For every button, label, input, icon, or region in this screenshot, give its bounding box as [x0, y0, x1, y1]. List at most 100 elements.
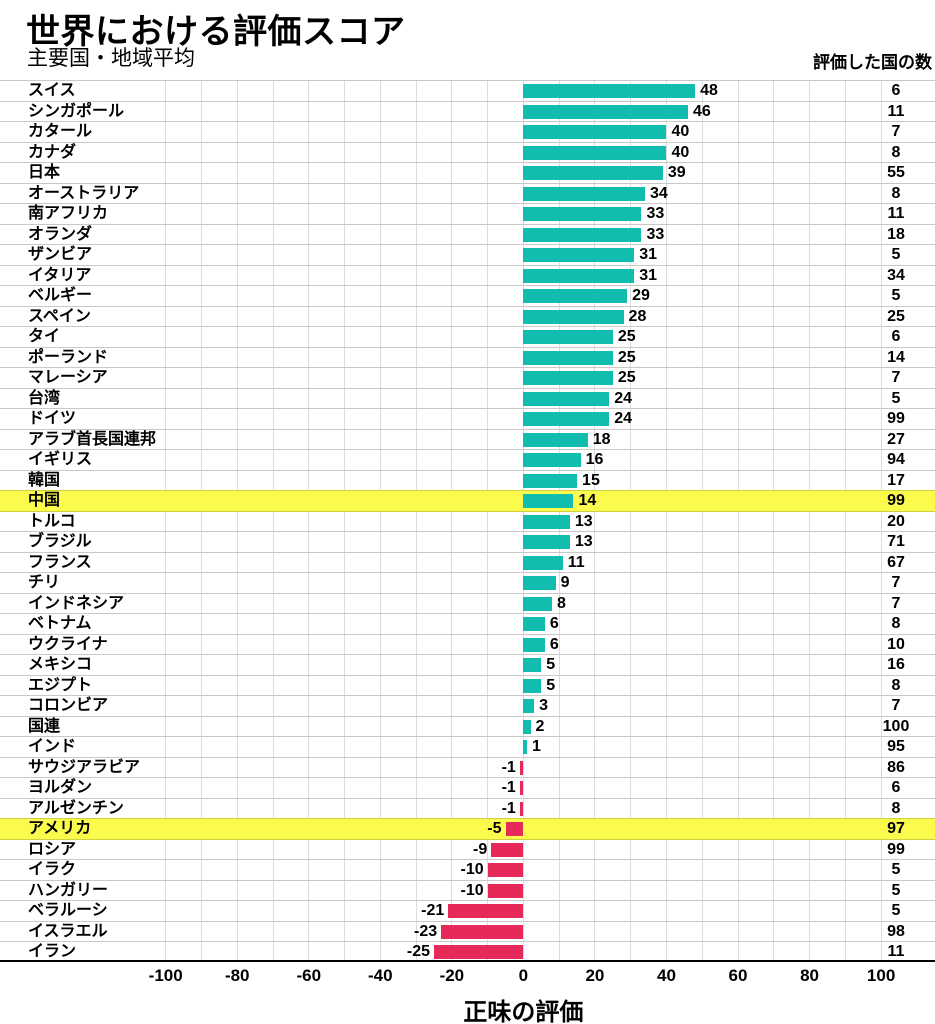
chart-row: マレーシア 25 7	[0, 367, 935, 388]
country-label: コロンビア	[28, 697, 109, 714]
bar-value-label: -9	[472, 840, 488, 858]
country-label: オランダ	[28, 225, 93, 243]
bar-value-label: 5	[546, 676, 556, 694]
chart-row: ヨルダン -1 6	[0, 777, 935, 798]
x-tick-label: -100	[148, 966, 183, 985]
country-label: ドイツ	[28, 410, 77, 427]
bar-value-label: 3	[539, 697, 549, 714]
rated-count: 97	[887, 820, 905, 837]
rated-count: 86	[887, 758, 905, 776]
rated-count: 34	[887, 266, 905, 284]
rated-count: 7	[891, 369, 901, 386]
chart-row: シンガポール 46 11	[0, 100, 935, 122]
bar	[523, 658, 542, 672]
gridline	[308, 80, 310, 962]
chart-row: アルゼンチン -1 8	[0, 797, 935, 819]
chart-row: エジプト 5 8	[0, 674, 935, 696]
rated-count: 16	[887, 656, 905, 673]
gridline	[809, 80, 811, 962]
rated-count: 94	[887, 451, 905, 468]
bar	[523, 617, 545, 631]
bar-value-label: -25	[406, 943, 430, 960]
bar	[523, 84, 696, 98]
gridline	[737, 80, 739, 962]
chart-row: チリ 9 7	[0, 572, 935, 593]
country-label: ハンガリー	[28, 881, 109, 899]
country-label: ベルギー	[28, 287, 93, 304]
country-label: イラク	[28, 861, 77, 878]
country-label: カタール	[28, 123, 93, 140]
gridline	[630, 80, 632, 962]
bar	[523, 555, 563, 570]
rated-count: 5	[891, 389, 901, 407]
bar	[519, 801, 524, 816]
bar	[519, 760, 524, 775]
bar-value-label: 40	[671, 143, 690, 161]
chart-row: 国連 2 100	[0, 715, 935, 737]
bar	[523, 514, 570, 529]
bar	[487, 883, 524, 898]
bar-value-label: -10	[460, 861, 484, 878]
chart-row: ベルギー 29 5	[0, 285, 935, 306]
x-tick-label: 0	[518, 966, 529, 985]
country-label: アメリカ	[28, 820, 92, 837]
bar	[523, 350, 613, 365]
chart-row: タイ 25 6	[0, 326, 935, 347]
chart-row: ザンビア 31 5	[0, 244, 935, 265]
bar	[441, 924, 524, 939]
gridline	[200, 80, 202, 962]
chart-row: アメリカ -5 97	[0, 818, 935, 839]
rated-count: 7	[891, 594, 901, 612]
bar	[433, 945, 524, 959]
chart-row: 韓国 15 17	[0, 469, 935, 491]
x-tick-label: -60	[296, 966, 322, 985]
rated-count: 8	[891, 615, 901, 632]
bar	[523, 104, 688, 119]
bar	[523, 330, 613, 344]
rated-count: 99	[887, 410, 905, 427]
chart-row: ドイツ 24 99	[0, 408, 935, 429]
rated-count: 18	[887, 225, 905, 243]
bar-value-label: 33	[646, 225, 665, 243]
rated-count: 95	[887, 738, 905, 755]
bar-value-label: 25	[617, 348, 636, 366]
country-label: ウクライナ	[28, 635, 108, 653]
gridline	[415, 80, 417, 962]
rated-count: 6	[891, 779, 901, 796]
bar-value-label: 29	[632, 287, 650, 304]
rated-count: 25	[887, 307, 905, 325]
country-label: 国連	[28, 717, 61, 735]
rated-count: 5	[891, 287, 901, 304]
bar-value-label: 13	[574, 512, 593, 530]
rated-count: 10	[887, 635, 905, 653]
rated-count: 7	[891, 697, 901, 714]
rated-count: 8	[891, 799, 901, 817]
x-tick-label: -40	[368, 966, 393, 985]
bar	[523, 248, 635, 262]
bar-value-label: 25	[617, 369, 636, 386]
gridline	[272, 80, 274, 962]
country-label: アラブ首長国連邦	[28, 430, 157, 448]
bar-value-label: -5	[487, 820, 502, 837]
bar	[523, 371, 613, 385]
chart-row: ロシア -9 99	[0, 838, 935, 860]
bar-value-label: 24	[614, 389, 633, 407]
bar	[523, 207, 642, 221]
country-label: ポーランド	[28, 348, 109, 366]
country-label: イスラエル	[28, 922, 108, 940]
country-label: カナダ	[28, 143, 77, 161]
rated-count: 5	[891, 246, 901, 263]
bar-value-label: 8	[557, 594, 566, 612]
bar-value-label: -23	[414, 922, 438, 940]
bar	[523, 453, 581, 467]
chart-row: ベトナム 6 8	[0, 613, 935, 634]
country-label: イラン	[28, 943, 77, 960]
country-label: シンガポール	[28, 102, 125, 120]
rated-count: 99	[887, 840, 905, 858]
chart-row: イギリス 16 94	[0, 449, 935, 470]
gridline	[844, 80, 846, 962]
bar-value-label: 11	[567, 553, 585, 571]
chart-rows: スイス 48 6 シンガポール 46 11 カタール 40 7 カナダ 40 8 日本 39 55 オーストラ…	[0, 80, 935, 962]
bar-value-label: 14	[578, 492, 597, 509]
country-label: メキシコ	[28, 656, 93, 673]
